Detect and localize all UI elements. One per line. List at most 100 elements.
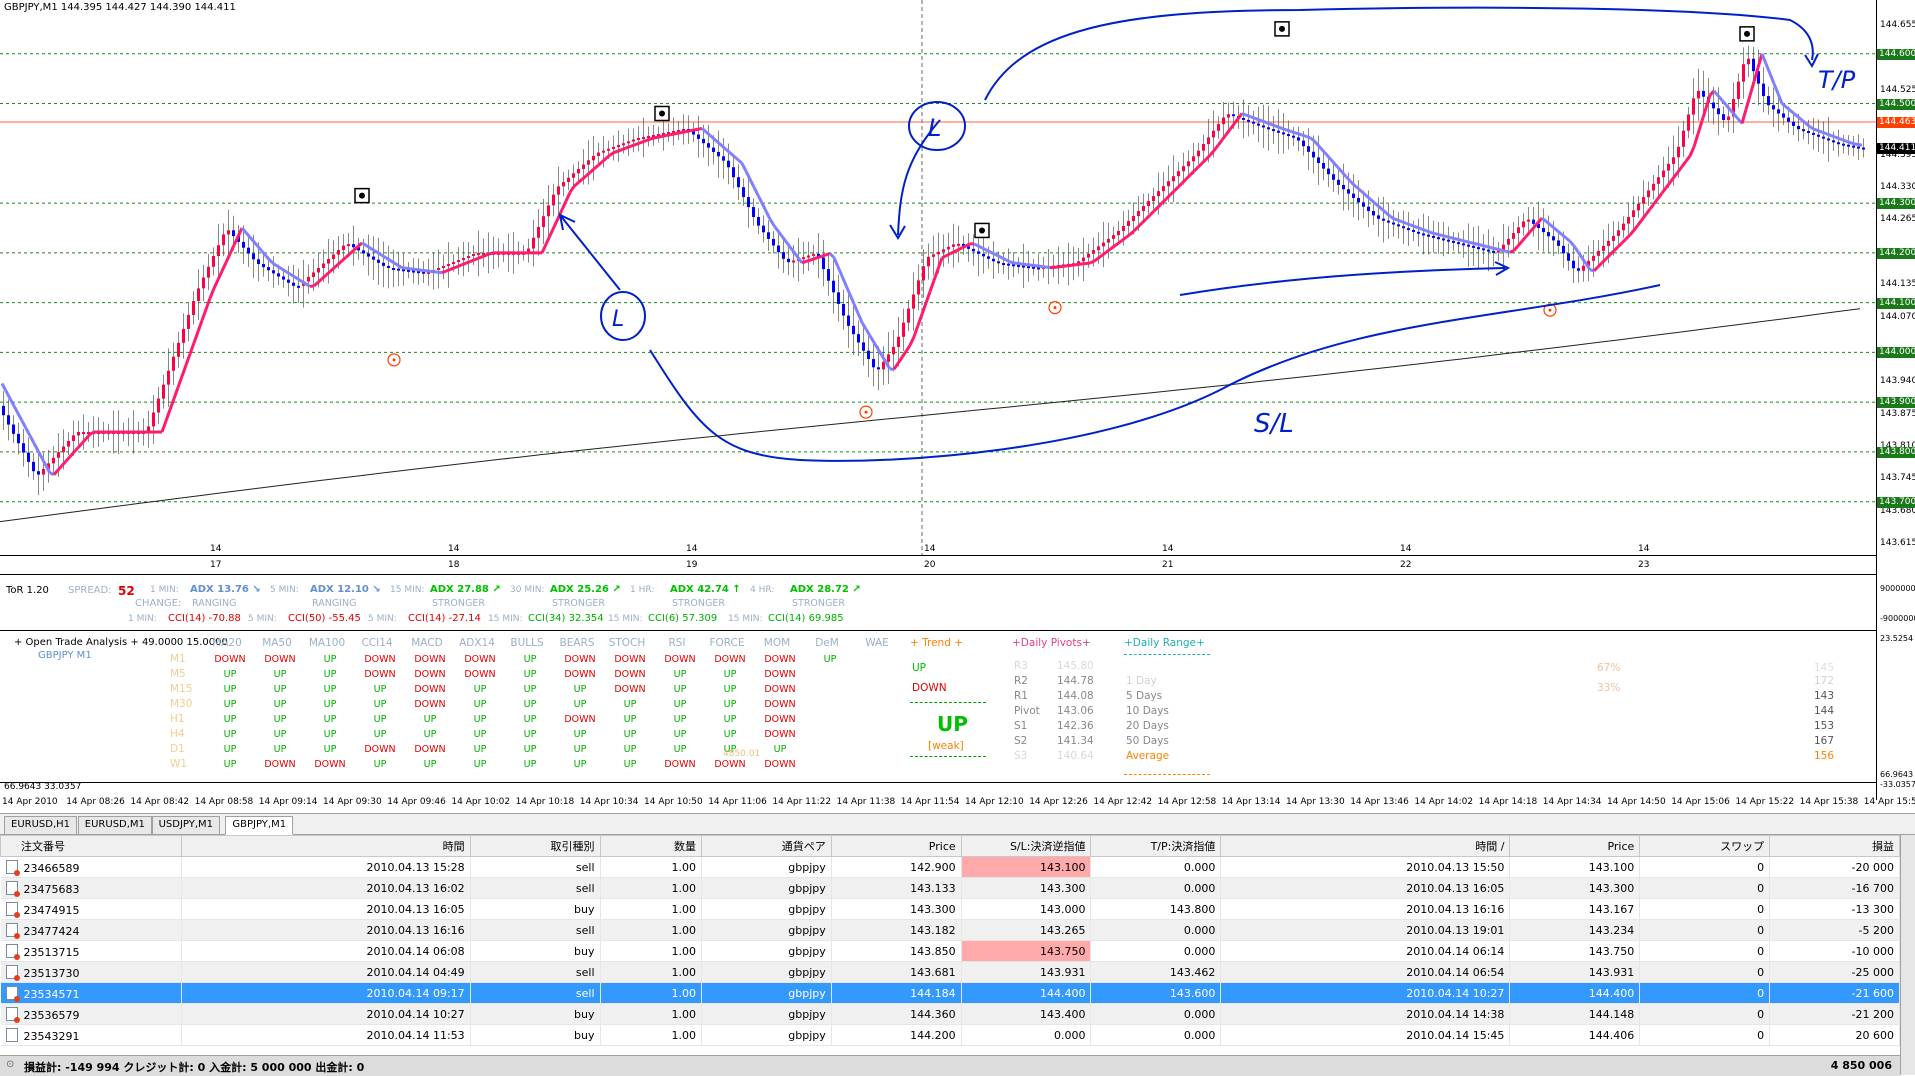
time-axis-label: 14 Apr 08:42: [130, 797, 189, 807]
ma-segment: [1414, 226, 1418, 227]
ma-segment: [390, 260, 394, 262]
annotation-text: L: [612, 307, 624, 332]
ma-segment: [1334, 163, 1338, 167]
time-axis-label: 14 Apr 12:42: [1093, 797, 1152, 807]
analysis-signal: UP: [758, 744, 802, 755]
column-header[interactable]: Price: [1510, 836, 1640, 857]
ma-segment: [1546, 221, 1550, 224]
pivot-value: 144.08: [1057, 690, 1094, 702]
range-label: Average: [1126, 750, 1169, 762]
analysis-signal: DOWN: [658, 759, 702, 770]
column-header[interactable]: S/L:決済逆指値: [961, 836, 1091, 857]
ma-segment: [586, 172, 590, 175]
ma-segment: [278, 267, 282, 269]
column-header[interactable]: 時間: [181, 836, 470, 857]
time-axis-label: 14 Apr 15:22: [1735, 797, 1794, 807]
candle: [1292, 127, 1295, 146]
trade-type-cell: sell: [470, 920, 600, 941]
order-id: 23477424: [24, 925, 80, 938]
time-axis-label: 14 Apr 10:50: [644, 797, 703, 807]
ma-segment: [730, 153, 734, 156]
analysis-signal: UP: [258, 729, 302, 740]
range-label: 20 Days: [1126, 720, 1169, 732]
price-label: 143.615: [1877, 538, 1915, 548]
candle: [292, 265, 295, 303]
analysis-signal: UP: [458, 684, 502, 695]
annotation-text: T/P: [1818, 66, 1856, 94]
ma-segment: [702, 128, 706, 131]
chart-tab-gbpjpy-m1[interactable]: GBPJPY,M1: [225, 816, 293, 835]
column-header[interactable]: Price: [831, 836, 961, 857]
column-header[interactable]: 数量: [600, 836, 701, 857]
chart-tab-eurusd-m1[interactable]: EURUSD,M1: [78, 816, 152, 835]
column-header[interactable]: 注文番号: [1, 836, 182, 857]
chart-tab-eurusd-h1[interactable]: EURUSD,H1: [4, 816, 77, 835]
candle: [1652, 175, 1655, 199]
ma-segment: [662, 136, 666, 137]
ma-segment: [1822, 132, 1826, 133]
ma-segment: [714, 139, 718, 142]
candle: [1227, 103, 1230, 129]
column-header[interactable]: 取引種別: [470, 836, 600, 857]
range-pct-down: 33%: [1597, 682, 1620, 694]
order-id-cell: 23543291: [1, 1025, 182, 1046]
column-header[interactable]: T/P:決済指値: [1091, 836, 1221, 857]
fractal-up-marker-icon: [1275, 22, 1289, 36]
candle: [297, 269, 300, 303]
order-id-cell: 23477424: [1, 920, 182, 941]
ma-segment: [834, 257, 838, 266]
candle: [827, 254, 830, 295]
ma-segment: [650, 138, 654, 139]
ma-segment: [1854, 144, 1858, 145]
ma-segment: [1218, 140, 1222, 145]
volume-cell: 1.00: [600, 1025, 701, 1046]
candle: [692, 123, 695, 143]
close-price-cell: 143.167: [1510, 899, 1640, 920]
ma-segment: [1090, 261, 1094, 263]
fractal-down-marker-icon: [1049, 302, 1061, 314]
ma-segment: [1502, 250, 1506, 251]
column-header[interactable]: スワップ: [1640, 836, 1770, 857]
column-header[interactable]: 通貨ペア: [701, 836, 831, 857]
symbol-cell: gbpjpy: [701, 857, 831, 878]
column-header[interactable]: 時間 /: [1221, 836, 1510, 857]
ma-segment: [1810, 127, 1814, 129]
analysis-signal: DOWN: [408, 669, 452, 680]
swap-cell: 0: [1640, 878, 1770, 899]
analysis-signal: UP: [608, 729, 652, 740]
tor-cci-timeframe: 15 MIN:: [728, 614, 763, 624]
ma-segment: [182, 365, 186, 376]
ma-segment: [746, 171, 750, 179]
ma-segment: [1734, 114, 1738, 119]
candle: [207, 254, 210, 290]
candle: [1772, 88, 1775, 127]
trend-divider: [910, 702, 986, 703]
candle: [912, 272, 915, 330]
ma-segment: [1566, 238, 1570, 241]
candle: [1102, 222, 1105, 267]
terminal-side-tab[interactable]: [1900, 835, 1915, 1075]
ma-segment: [1562, 235, 1566, 238]
column-header[interactable]: 損益: [1770, 836, 1900, 857]
candle: [1452, 232, 1455, 251]
candle: [307, 265, 310, 294]
chart-tab-usdjpy-m1[interactable]: USDJPY,M1: [152, 816, 220, 835]
candle: [1852, 136, 1855, 156]
